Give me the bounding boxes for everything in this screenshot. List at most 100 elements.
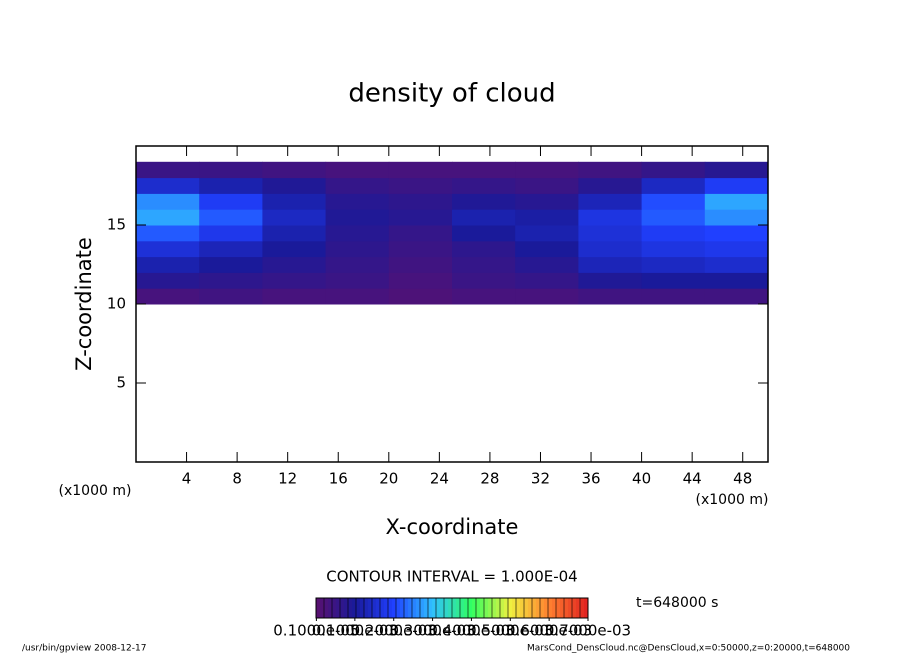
colorbar-swatch [444, 598, 449, 618]
colorbar-swatch [404, 598, 409, 618]
heat-cell [199, 272, 263, 289]
colorbar-swatch [448, 598, 453, 618]
y-tick-label: 15 [107, 216, 126, 234]
heat-cell [388, 240, 453, 258]
heat-cell [262, 256, 327, 273]
heat-cell [262, 225, 327, 242]
heat-cell [136, 209, 200, 226]
heat-cell [136, 177, 200, 194]
colorbar-tick-label: 0.1000e-03 [312, 622, 398, 640]
colorbar-swatch [396, 598, 401, 618]
heat-cell [515, 209, 579, 226]
heat-cell [641, 209, 706, 226]
colorbar-swatch [428, 598, 433, 618]
colorbar-swatch [412, 598, 417, 618]
colorbar-swatch [556, 598, 561, 618]
colorbar-swatch [528, 598, 533, 618]
heat-cell [515, 193, 579, 210]
heat-cell [262, 209, 327, 226]
heat-cell [641, 177, 706, 194]
heat-cell [136, 193, 200, 210]
heat-cell [325, 240, 390, 258]
heat-cell [325, 288, 390, 305]
colorbar-swatch [568, 598, 573, 618]
heat-cell [199, 209, 263, 226]
colorbar-swatch [480, 598, 485, 618]
heat-cell [388, 256, 453, 273]
heat-cell [641, 240, 706, 258]
heat-cell [199, 177, 263, 194]
colorbar-tick-label: 0.2000e-03 [351, 622, 437, 640]
heat-cell [578, 209, 643, 226]
colorbar-swatch [576, 598, 581, 618]
colorbar-swatch [360, 598, 365, 618]
heat-cell [199, 225, 263, 242]
heat-cell [388, 193, 453, 210]
colorbar-swatch [540, 598, 545, 618]
heat-cell [704, 272, 769, 289]
heat-cell [578, 225, 643, 242]
heat-cell [199, 240, 263, 258]
colorbar-swatch [324, 598, 329, 618]
colorbar-swatch [436, 598, 441, 618]
heat-cell [136, 256, 200, 273]
heat-cell [262, 272, 327, 289]
y-unit: (x1000 m) [59, 483, 132, 499]
colorbar-swatch [520, 598, 525, 618]
heat-cell [388, 209, 453, 226]
heat-cell [704, 288, 769, 305]
colorbar-swatch [560, 598, 565, 618]
heat-cell [452, 225, 516, 242]
colorbar-swatch [380, 598, 385, 618]
colorbar-swatch [508, 598, 513, 618]
heat-cell [704, 256, 769, 273]
colorbar-swatch [332, 598, 337, 618]
heat-cell [199, 161, 263, 179]
colorbar-swatch [488, 598, 493, 618]
colorbar-swatch [500, 598, 505, 618]
heat-cell [452, 209, 516, 226]
x-tick-label: 36 [581, 470, 600, 488]
heat-cell [452, 161, 516, 179]
heat-cell [388, 288, 453, 305]
colorbar-swatch [484, 598, 489, 618]
colorbar-swatch [344, 598, 349, 618]
x-tick-label: 8 [232, 470, 242, 488]
x-tick-label: 20 [379, 470, 398, 488]
heat-cell [515, 288, 579, 305]
x-tick-label: 24 [430, 470, 449, 488]
heat-cell [136, 240, 200, 258]
heat-cell [452, 288, 516, 305]
heat-cell [704, 177, 769, 194]
heat-cell [515, 177, 579, 194]
heat-cell [641, 288, 706, 305]
colorbar-swatch [376, 598, 381, 618]
colorbar-swatch [584, 598, 589, 618]
heat-cell [262, 288, 327, 305]
contour-interval: CONTOUR INTERVAL = 1.000E-04 [326, 568, 577, 586]
colorbar-swatch [388, 598, 393, 618]
y-tick-label: 10 [107, 295, 126, 313]
heat-cell [325, 225, 390, 242]
heat-cell [388, 225, 453, 242]
colorbar-swatch [336, 598, 341, 618]
heat-cell [704, 161, 769, 179]
time-label: t=648000 s [636, 595, 718, 611]
colorbar-tick-label: 0.1000e-05 [273, 622, 359, 640]
footer-left: /usr/bin/gpview 2008-12-17 [22, 644, 146, 654]
colorbar-swatch [504, 598, 509, 618]
heat-cell [136, 225, 200, 242]
colorbar-swatch [340, 598, 345, 618]
colorbar-swatch [548, 598, 553, 618]
heat-cell [325, 256, 390, 273]
heat-cell [199, 256, 263, 273]
heat-cell [578, 288, 643, 305]
colorbar-swatch [564, 598, 569, 618]
heat-cell [325, 193, 390, 210]
heat-cell [262, 193, 327, 210]
heat-cell [452, 193, 516, 210]
heat-cell [262, 161, 327, 179]
colorbar-swatch [440, 598, 445, 618]
colorbar-swatch [320, 598, 325, 618]
colorbar-swatch [476, 598, 481, 618]
